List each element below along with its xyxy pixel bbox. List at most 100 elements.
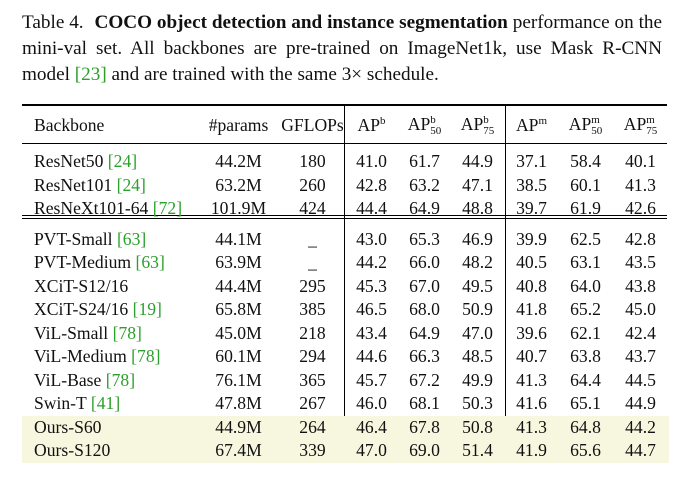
citation-link[interactable]: [19] (132, 299, 162, 320)
apb50-cell: 66.0 (409, 252, 440, 273)
params-cell: 67.4M (197, 439, 280, 463)
backbone-cell: PVT-Small [63] (22, 228, 197, 252)
table-caption: Table 4. COCO object detection and insta… (22, 10, 662, 88)
apm50-cell: 65.1 (570, 393, 601, 414)
apm-cell: 41.6 (516, 393, 547, 414)
backbone-name: XCiT-S12/16 (34, 275, 129, 296)
apb75-cell: 47.1 (462, 174, 493, 195)
col-params: #params (208, 114, 269, 135)
citation-link[interactable]: [24] (107, 151, 138, 172)
gflops-cell: 260 (299, 174, 326, 195)
apb75-cell: 48.5 (462, 346, 493, 367)
backbone-name: ResNeXt101-64 (34, 198, 149, 219)
apm-cell: 41.8 (516, 299, 547, 320)
citation-link[interactable]: [41] (90, 393, 121, 414)
apb50-cell: 64.9 (409, 198, 440, 219)
header-row: Backbone #params GFLOPs APb AP b 50 AP b 75 … (22, 105, 669, 145)
apm75-cell: 42.4 (625, 322, 656, 343)
backbone-cell: ResNeXt101-64 [72] (22, 197, 197, 221)
group-resnets: ResNet50 [24] 44.2M 180 41.0 61.7 44.9 37.1 58.… (22, 150, 669, 221)
col-apb: APb (357, 114, 386, 135)
table-row: PVT-Small [63] 44.1M _ 43.0 65.3 46.9 39.9 62.5… (22, 228, 669, 252)
apm50-cell: 64.8 (559, 415, 612, 439)
apm-cell: 40.5 (516, 252, 547, 273)
apb-cell: 44.4 (356, 198, 387, 219)
params-cell: 63.9M (215, 252, 262, 273)
params-cell: 76.1M (215, 369, 262, 390)
apm75-cell: 42.8 (625, 228, 656, 249)
params-cell: 45.0M (215, 322, 262, 343)
apb75-cell: 50.3 (462, 393, 493, 414)
top-rule (22, 104, 667, 106)
backbone-name: Ours-S120 (34, 440, 111, 461)
apm50-cell: 65.2 (570, 299, 601, 320)
citation-link[interactable]: [63] (116, 228, 147, 249)
gflops-cell: 180 (299, 151, 326, 172)
backbone-name: ResNet101 (34, 174, 113, 195)
apb-cell: 43.0 (356, 228, 387, 249)
gflops-cell: 385 (299, 299, 326, 320)
citation-link[interactable]: [78] (112, 322, 142, 343)
backbone-cell: PVT-Medium [63] (22, 251, 197, 275)
gflops-cell: 424 (299, 198, 326, 219)
apm-cell: 39.6 (516, 322, 547, 343)
params-cell: 101.9M (210, 198, 267, 219)
apb-cell: 46.5 (356, 299, 387, 320)
params-cell: 63.2M (215, 174, 262, 195)
gflops-cell: _ (308, 228, 317, 249)
apm75-cell: 42.6 (625, 198, 656, 219)
table-row: Ours-S60 44.9M 264 46.4 67.8 50.8 41.3 64.8 44.2 (22, 415, 669, 439)
backbone-name: Swin-T (34, 393, 87, 414)
apb50-cell: 65.3 (409, 228, 440, 249)
backbone-cell: ResNet50 [24] (22, 150, 197, 174)
apb-cell: 46.4 (345, 415, 398, 439)
apm75-cell: 40.1 (625, 151, 656, 172)
col-apb50: AP b 50 (407, 113, 442, 137)
params-cell: 44.9M (197, 415, 280, 439)
backbone-name: ViL-Medium (34, 346, 127, 367)
apb-cell: 43.4 (356, 322, 387, 343)
backbone-name: ViL-Base (34, 369, 102, 390)
apm75-cell: 44.7 (612, 439, 669, 463)
backbone-name: PVT-Medium (34, 252, 132, 273)
table-row: ResNeXt101-64 [72] 101.9M 424 44.4 64.9 48.8 3… (22, 197, 669, 221)
apm-cell: 41.3 (516, 369, 547, 390)
params-cell: 44.2M (215, 151, 262, 172)
apb75-cell: 49.5 (462, 275, 493, 296)
apm-cell: 41.3 (504, 415, 559, 439)
citation-link[interactable]: [78] (105, 369, 136, 390)
col-apm75: AP m 75 (623, 113, 658, 137)
caption-bold: COCO object detection and instance segme… (94, 12, 508, 33)
apb-cell: 45.3 (356, 275, 387, 296)
table-row: XCiT-S12/16 44.4M 295 45.3 67.0 49.5 40.8 64.0 4… (22, 275, 669, 299)
vrule-2 (505, 105, 506, 454)
caption-label: Table 4. (22, 12, 84, 33)
citation-link[interactable]: [63] (135, 252, 165, 273)
backbone-name: XCiT-S24/16 (34, 299, 129, 320)
apm75-cell: 43.5 (625, 252, 656, 273)
col-apb75: AP b 75 (460, 113, 495, 137)
gflops-cell: _ (308, 252, 317, 273)
table-row: ViL-Small [78] 45.0M 218 43.4 64.9 47.0 39.6 62… (22, 322, 669, 346)
apb75-cell: 46.9 (462, 228, 493, 249)
table-row: ResNet101 [24] 63.2M 260 42.8 63.2 47.1 38.5 60… (22, 174, 669, 198)
table-row: ViL-Medium [78] 60.1M 294 44.6 66.3 48.5 40.7 6… (22, 345, 669, 369)
caption-text-end: and are trained with the same 3× schedul… (111, 64, 439, 85)
citation-link[interactable]: [78] (131, 346, 161, 367)
apb-cell: 45.7 (356, 369, 387, 390)
gflops-cell: 295 (299, 275, 326, 296)
apb75-cell: 51.4 (451, 439, 504, 463)
apb50-cell: 61.7 (409, 151, 440, 172)
apm75-cell: 44.9 (625, 393, 656, 414)
backbone-name: ResNet50 (34, 151, 104, 172)
backbone-cell: Ours-S120 (22, 439, 197, 463)
apb50-cell: 68.0 (409, 299, 440, 320)
backbone-cell: ViL-Medium [78] (22, 345, 197, 369)
table-row: ViL-Base [78] 76.1M 365 45.7 67.2 49.9 41.3 64.… (22, 369, 669, 393)
citation-link[interactable]: [72] (152, 198, 183, 219)
caption-cite[interactable]: [23] (74, 64, 107, 85)
citation-link[interactable]: [24] (116, 174, 146, 195)
params-cell: 60.1M (215, 346, 262, 367)
apb50-cell: 67.8 (398, 415, 451, 439)
